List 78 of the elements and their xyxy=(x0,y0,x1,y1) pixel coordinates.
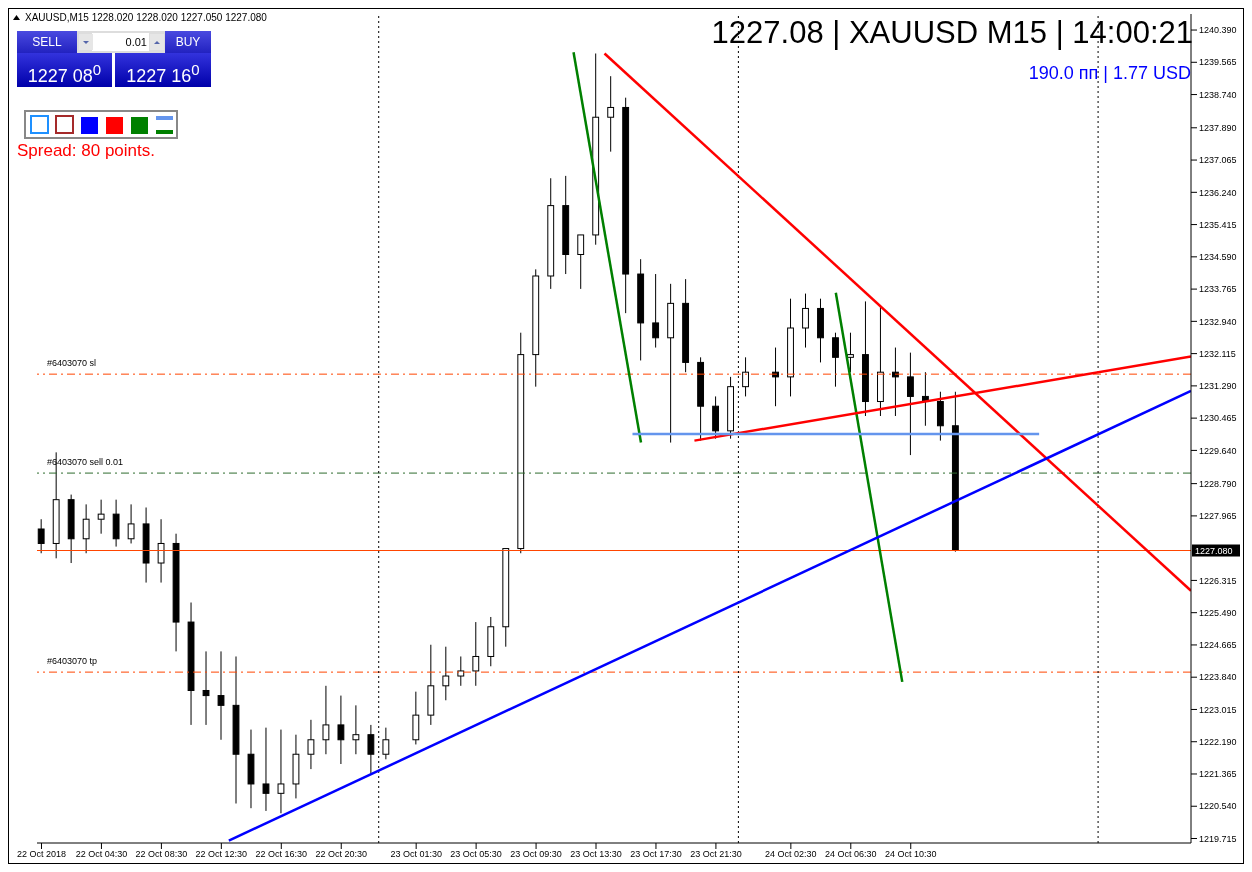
x-tick-label: 22 Oct 16:30 xyxy=(255,849,308,860)
x-tick-label: 23 Oct 21:30 xyxy=(690,849,742,860)
y-tick-label: 1232.115 xyxy=(1199,348,1236,359)
candlestick xyxy=(262,727,270,812)
y-tick-label: 1238.740 xyxy=(1199,89,1237,100)
x-tick-label: 23 Oct 09:30 xyxy=(510,849,562,860)
candlestick xyxy=(607,75,615,153)
ref-line-label: 1227.080 xyxy=(1195,546,1233,556)
candlestick xyxy=(367,724,375,775)
x-tick-label: 22 Oct 20:30 xyxy=(315,849,368,860)
x-tick-label: 22 Oct 08:30 xyxy=(135,849,188,860)
x-tick-label: 22 Oct 2018 xyxy=(16,849,67,860)
candlestick xyxy=(82,503,90,554)
x-tick-label: 23 Oct 13:30 xyxy=(570,849,622,860)
candlestick xyxy=(157,518,165,584)
chart-title: XAUUSD,M15 1228.020 1228.020 1227.050 1227.080 xyxy=(25,12,267,23)
y-tick-label: 1237.890 xyxy=(1199,122,1237,133)
annotation: Spread: 80 points. xyxy=(17,141,155,161)
x-tick-label: 23 Oct 05:30 xyxy=(450,849,502,860)
y-tick-label: 1221.365 xyxy=(1199,769,1237,780)
annotation: SELL xyxy=(17,31,77,53)
y-tick-label: 1235.415 xyxy=(1199,219,1237,230)
x-tick-label: 22 Oct 12:30 xyxy=(195,849,248,860)
y-tick-label: 1225.490 xyxy=(1199,607,1237,618)
candlestick xyxy=(307,719,315,770)
y-tick-label: 1232.940 xyxy=(1199,316,1237,327)
annotation: 190.0 пп | 1.77 USD xyxy=(1028,63,1191,84)
candlestick xyxy=(652,273,660,349)
y-tick-label: 1233.765 xyxy=(1199,284,1237,295)
y-tick-label: 1222.190 xyxy=(1199,736,1237,747)
candlestick xyxy=(277,729,285,814)
y-tick-label: 1223.015 xyxy=(1199,704,1237,715)
candlestick xyxy=(217,650,225,741)
ref-line-label: #6403070 tp xyxy=(47,656,98,667)
x-tick-label: 24 Oct 02:30 xyxy=(765,849,817,860)
candlestick xyxy=(97,499,105,535)
candlestick xyxy=(802,293,809,349)
candlestick xyxy=(352,704,360,755)
y-tick-label: 1219.715 xyxy=(1199,833,1237,844)
y-tick-label: 1228.790 xyxy=(1199,478,1237,489)
candlestick xyxy=(847,332,854,373)
y-tick-label: 1231.290 xyxy=(1199,381,1237,392)
y-tick-label: 1240.390 xyxy=(1199,25,1237,36)
y-tick-label: 1226.315 xyxy=(1199,575,1237,586)
candlestick xyxy=(127,503,135,544)
annotation: 1227 16$^{0}$ xyxy=(115,53,211,87)
candlestick xyxy=(472,621,480,687)
x-tick-label: 22 Oct 04:30 xyxy=(75,849,128,860)
y-tick-label: 1223.840 xyxy=(1199,672,1237,683)
candlestick xyxy=(907,352,914,456)
x-tick-label: 24 Oct 06:30 xyxy=(825,849,877,860)
candlestick xyxy=(742,356,749,397)
candlestick xyxy=(202,650,210,726)
candlestick xyxy=(577,234,585,290)
annotation: 1227.08 | XAUUSD M15 | 14:00:21 xyxy=(711,15,1193,51)
x-tick-label: 23 Oct 17:30 xyxy=(630,849,682,860)
y-tick-label: 1224.665 xyxy=(1199,640,1237,651)
annotation: BUY xyxy=(165,31,211,53)
y-tick-label: 1234.590 xyxy=(1199,252,1237,263)
candlestick xyxy=(457,655,465,687)
annotation: 1227 08$^{0}$ xyxy=(17,53,112,87)
candlestick xyxy=(832,332,839,388)
candlestick xyxy=(37,518,45,554)
candlestick xyxy=(337,695,345,765)
ref-line-label: #6403070 sl xyxy=(47,358,97,369)
candlestick xyxy=(382,727,390,760)
y-tick-label: 1220.540 xyxy=(1199,801,1237,812)
annotation: 0.01 xyxy=(94,33,147,51)
y-tick-label: 1227.965 xyxy=(1199,511,1237,522)
y-tick-label: 1237.065 xyxy=(1199,155,1237,166)
y-tick-label: 1236.240 xyxy=(1199,187,1237,198)
candlestick xyxy=(442,646,450,701)
x-tick-label: 23 Oct 01:30 xyxy=(390,849,442,860)
candlestick xyxy=(322,685,330,755)
y-tick-label: 1230.465 xyxy=(1199,413,1237,424)
y-tick-label: 1239.565 xyxy=(1199,57,1237,68)
y-tick-label: 1229.640 xyxy=(1199,445,1237,456)
x-tick-label: 24 Oct 10:30 xyxy=(884,849,937,860)
